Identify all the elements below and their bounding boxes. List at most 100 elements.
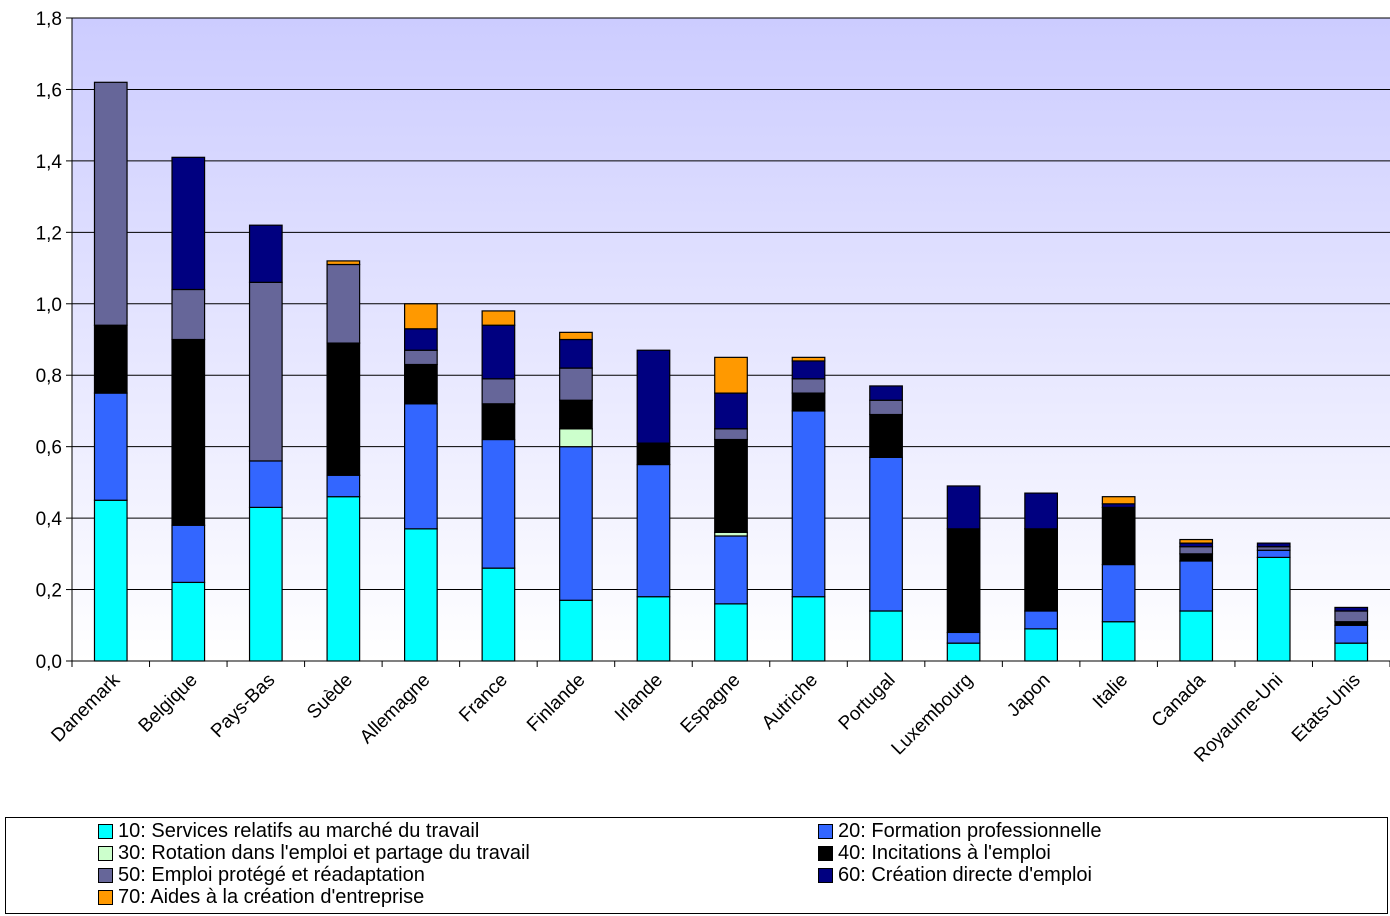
x-tick-label: Espagne: [677, 670, 745, 738]
bar-segment-Luxembourg-series-6: [946, 485, 981, 530]
bar-segment-Finlande-series-5: [559, 367, 593, 401]
legend-label: 70: Aides à la création d'entreprise: [118, 886, 425, 908]
legend-swatch: [98, 823, 113, 839]
x-tick-label: Irlande: [611, 670, 667, 726]
bar-segment-Allemagne-series-1: [404, 528, 438, 662]
bar-segment-Belgique-series-1: [171, 581, 206, 662]
bar-segment-Italie-series-1: [1101, 621, 1136, 662]
bar-segment-Espagne-series-2: [714, 535, 748, 605]
bar-segment-Portugal-series-6: [869, 385, 903, 401]
bar-segment-Canada-series-5: [1179, 546, 1214, 555]
bar-segment-Belgique-series-6: [171, 156, 206, 291]
x-tick-label: Luxembourg: [888, 670, 978, 760]
bar-segment-Finlande-series-7: [559, 331, 593, 341]
bar-segment-Finlande-series-3: [559, 428, 593, 448]
bar-segment-Suède-series-4: [326, 342, 361, 476]
bar-segment-Suède-series-1: [326, 496, 361, 662]
bar-segment-Allemagne-series-5: [404, 349, 438, 366]
x-tick-label: Allemagne: [356, 670, 434, 748]
bar-segment-Royaume-Uni-series-6: [1256, 542, 1291, 548]
bar-segment-France-series-5: [481, 378, 516, 405]
legend-label: 30: Rotation dans l'emploi et partage du…: [118, 842, 530, 864]
bar-segment-France-series-6: [481, 324, 516, 380]
x-tick-label: Autriche: [758, 670, 822, 734]
bar-segment-Espagne-series-7: [714, 356, 748, 394]
y-tick-label: 0,6: [36, 438, 62, 459]
bar-segment-Portugal-series-5: [869, 399, 903, 416]
bar-segment-Suède-series-7: [326, 260, 361, 266]
bar-segment-Finlande-series-1: [559, 599, 593, 662]
x-tick-label: Etats-Unis: [1288, 670, 1365, 747]
x-tick-label: Portugal: [835, 670, 900, 735]
legend-item: 30: Rotation dans l'emploi et partage du…: [98, 843, 530, 863]
bar-segment-France-series-7: [481, 310, 516, 326]
legend-item: 40: Incitations à l'emploi: [818, 843, 1051, 863]
bar-segment-Portugal-series-1: [869, 610, 903, 662]
x-tick-label: Belgique: [135, 670, 202, 737]
y-tick-label: 0,2: [36, 581, 62, 602]
bar-segment-Japon-series-6: [1024, 492, 1058, 530]
bar-segment-Espagne-series-6: [714, 392, 748, 430]
bar-segment-Allemagne-series-2: [404, 403, 438, 530]
bar-segment-Belgique-series-5: [171, 288, 206, 341]
bar-segment-Canada-series-7: [1179, 538, 1214, 544]
bar-segment-Suède-series-5: [326, 263, 361, 344]
x-tick-label: Danemark: [47, 669, 124, 746]
bar-segment-Espagne-series-5: [714, 428, 748, 441]
y-tick-label: 1,0: [36, 295, 62, 316]
stacked-bar-chart: 0,0 0,2 0,4 0,6 0,8 1,0 1,2 1,4 1,6 1,8 Danemark B…: [36, 9, 1390, 767]
bar-segment-Danemark-series-4: [93, 324, 128, 394]
legend-item: 20: Formation professionnelle: [818, 821, 1101, 841]
legend: 10: Services relatifs au marché du trava…: [5, 817, 1388, 914]
x-tick-label: Italie: [1089, 670, 1132, 713]
bar-segment-France-series-4: [481, 403, 516, 441]
bar-segment-Belgique-series-2: [171, 524, 206, 584]
legend-label: 40: Incitations à l'emploi: [838, 842, 1051, 864]
bar-segment-Irlande-series-4: [636, 442, 671, 466]
x-tick-label: France: [455, 670, 512, 727]
bar-segment-Espagne-series-1: [714, 603, 748, 662]
bar-segment-Espagne-series-4: [714, 438, 748, 533]
bar-segment-Autriche-series-7: [791, 356, 826, 362]
bar-segment-Allemagne-series-4: [404, 363, 438, 405]
legend-item: 70: Aides à la création d'entreprise: [98, 887, 424, 907]
legend-swatch: [98, 889, 113, 905]
x-axis: Danemark Belgique Pays-Bas Suède Allemagne Fr…: [47, 660, 1390, 767]
bar-segment-Irlande-series-2: [636, 463, 671, 598]
bar-segment-Italie-series-2: [1101, 563, 1136, 623]
bar-segment-Finlande-series-2: [559, 446, 593, 601]
bar-segment-Finlande-series-6: [559, 338, 593, 369]
bar-segment-Royaume-Uni-series-2: [1256, 549, 1291, 559]
bar-segment-Belgique-series-4: [171, 338, 206, 526]
bar-segment-Royaume-Uni-series-1: [1256, 556, 1291, 662]
bar-segment-Pays-Bas-series-2: [248, 460, 283, 508]
y-tick-label: 1,2: [36, 223, 62, 244]
x-tick-label: Japon: [1003, 670, 1054, 721]
bar-segment-Allemagne-series-6: [404, 328, 438, 351]
bar-segment-Italie-series-4: [1101, 506, 1136, 566]
bar-segment-Autriche-series-6: [791, 360, 826, 380]
legend-swatch: [98, 845, 113, 861]
bar-segment-Japon-series-1: [1024, 628, 1058, 662]
legend-label: 60: Création directe d'emploi: [838, 864, 1092, 886]
y-axis: 0,0 0,2 0,4 0,6 0,8 1,0 1,2 1,4 1,6 1,8: [36, 9, 73, 673]
bar-segment-Italie-series-7: [1101, 496, 1136, 505]
x-tick-label: Pays-Bas: [207, 670, 279, 742]
bar-segment-Pays-Bas-series-6: [248, 224, 283, 283]
legend-swatch: [818, 845, 833, 861]
bar-segment-Autriche-series-1: [791, 596, 826, 662]
bar-segment-Finlande-series-4: [559, 399, 593, 430]
bar-segment-Etats-Unis-series-6: [1334, 606, 1369, 612]
bar-segment-Portugal-series-4: [869, 413, 903, 458]
bar-segment-Japon-series-2: [1024, 610, 1058, 630]
x-tick-label: Canada: [1148, 669, 1210, 731]
bar-segment-Canada-series-2: [1179, 560, 1214, 612]
y-tick-label: 1,4: [36, 152, 63, 173]
legend-item: 10: Services relatifs au marché du trava…: [98, 821, 479, 841]
legend-swatch: [818, 823, 833, 839]
x-tick-label: Suède: [303, 670, 357, 724]
bar-segment-Luxembourg-series-4: [946, 528, 981, 634]
y-tick-label: 1,8: [36, 9, 62, 30]
bar-segment-Etats-Unis-series-2: [1334, 624, 1369, 644]
bars: [93, 81, 1369, 662]
